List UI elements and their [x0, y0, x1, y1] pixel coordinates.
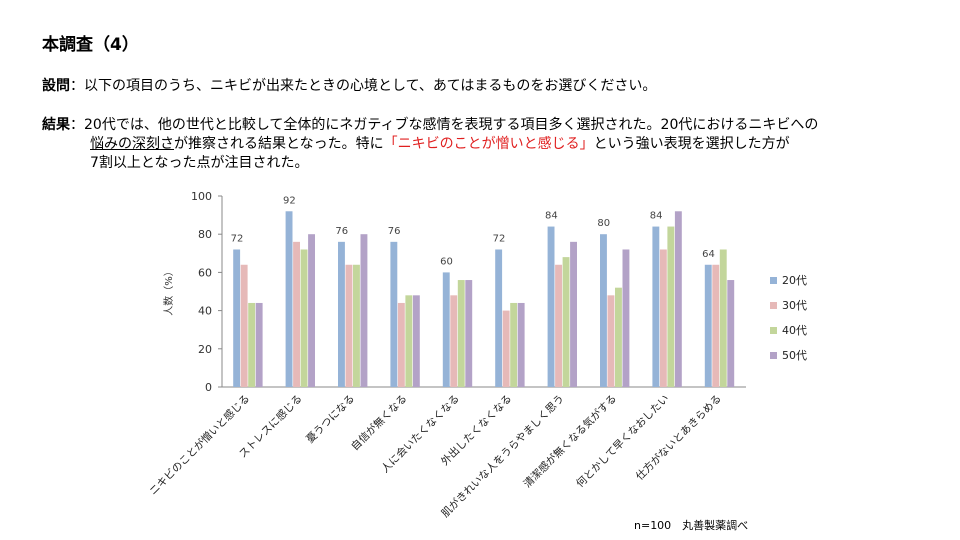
- bar: [674, 211, 682, 387]
- bar: [704, 264, 712, 387]
- legend-swatch: [770, 277, 777, 284]
- bar: [442, 272, 450, 387]
- legend-swatch: [770, 352, 777, 359]
- x-tick-label: 憂うつになる: [304, 393, 357, 446]
- bar: [719, 249, 727, 387]
- bar: [659, 249, 667, 387]
- legend-label: 50代: [782, 349, 807, 362]
- result-highlight: 「ニキビのことが憎いと感じる」: [383, 136, 594, 152]
- data-label: 72: [493, 233, 506, 244]
- bar: [607, 295, 615, 387]
- bar: [300, 249, 308, 387]
- legend-label: 20代: [782, 274, 807, 287]
- y-tick-label: 20: [198, 343, 212, 356]
- bar: [562, 257, 570, 387]
- y-tick-label: 40: [198, 305, 212, 318]
- bar: [457, 280, 465, 387]
- y-tick-label: 0: [205, 381, 212, 394]
- bar: [353, 264, 360, 387]
- data-label: 76: [388, 226, 401, 237]
- bar: [338, 241, 345, 387]
- bar: [495, 249, 503, 387]
- data-label: 76: [335, 226, 348, 237]
- data-label: 80: [597, 218, 610, 229]
- result-line2: 悩みの深刻さが推察される結果となった。特に「ニキビのことが憎いと感じる」という強…: [90, 135, 790, 154]
- bar: [667, 226, 675, 387]
- x-tick-label: 清潔感が無くなる気がする: [521, 392, 619, 490]
- bar: [502, 310, 510, 387]
- bar: [412, 295, 420, 387]
- legend-swatch: [770, 327, 777, 334]
- bar: [405, 295, 413, 387]
- result-line2-tail: という強い表現を選択した方が: [593, 136, 790, 152]
- legend-label: 30代: [782, 299, 807, 312]
- bar: [345, 264, 353, 387]
- bar: [465, 280, 473, 387]
- bar: [240, 264, 248, 387]
- question-row: 設問：以下の項目のうち、ニキビが出来たときの心境として、あてはまるものをお選びく…: [42, 77, 656, 96]
- y-tick-label: 100: [191, 190, 212, 203]
- question-label: 設問: [42, 78, 70, 94]
- result-row: 結果：20代では、他の世代と比較して全体的にネガティブな感情を表現する項目多く選…: [42, 116, 818, 135]
- bar: [615, 287, 622, 387]
- y-tick-label: 80: [198, 228, 212, 241]
- bar: [622, 249, 630, 387]
- x-tick-label: ニキビのことが憎いと感じる: [147, 392, 253, 498]
- bar: [517, 302, 525, 387]
- footnote: n=100 丸善製薬調べ: [634, 519, 749, 532]
- legend-label: 40代: [782, 324, 807, 337]
- bar: [248, 302, 256, 387]
- bar: [390, 241, 398, 387]
- question-separator: ：: [70, 78, 84, 94]
- x-tick-label: 仕方がないとあきらめる: [633, 392, 724, 483]
- result-label: 結果: [42, 117, 70, 133]
- result-line3: 7割以上となった点が注目された。: [90, 155, 309, 171]
- data-label: 92: [283, 195, 296, 206]
- bar: [285, 211, 293, 387]
- bar: [293, 241, 300, 387]
- data-label: 72: [231, 233, 244, 244]
- data-label: 84: [650, 211, 663, 222]
- bar: [360, 234, 368, 387]
- data-label: 84: [545, 211, 558, 222]
- bar: [652, 226, 660, 387]
- result-underlined: 悩みの深刻さ: [90, 136, 174, 152]
- data-label: 64: [702, 249, 715, 260]
- legend-swatch: [770, 302, 777, 309]
- result-separator: ：: [70, 117, 84, 133]
- bar: [308, 234, 315, 387]
- result-line2-rest: が推察される結果となった。特に: [174, 136, 384, 152]
- y-tick-label: 60: [198, 266, 212, 279]
- bar: [450, 295, 458, 387]
- page-title: 本調査（4）: [42, 35, 139, 55]
- bar: [712, 264, 720, 387]
- bar: [233, 249, 241, 387]
- bar: [397, 302, 405, 387]
- bar: [255, 302, 263, 387]
- data-label: 60: [440, 256, 453, 267]
- x-tick-label: 何とかして早くなおしたい: [573, 392, 671, 490]
- bar: [727, 280, 735, 387]
- question-text: 以下の項目のうち、ニキビが出来たときの心境として、あてはまるものをお選びください…: [84, 78, 657, 94]
- y-axis-label: 人数（%）: [162, 266, 175, 316]
- result-line1: 20代では、他の世代と比較して全体的にネガティブな感情を表現する項目多く選択され…: [84, 117, 819, 133]
- bar: [570, 241, 577, 387]
- bar: [510, 302, 518, 387]
- x-tick-label: 自信が無くなる: [348, 392, 409, 453]
- bar: [600, 234, 607, 387]
- bar: [547, 226, 555, 387]
- bar: [555, 264, 562, 387]
